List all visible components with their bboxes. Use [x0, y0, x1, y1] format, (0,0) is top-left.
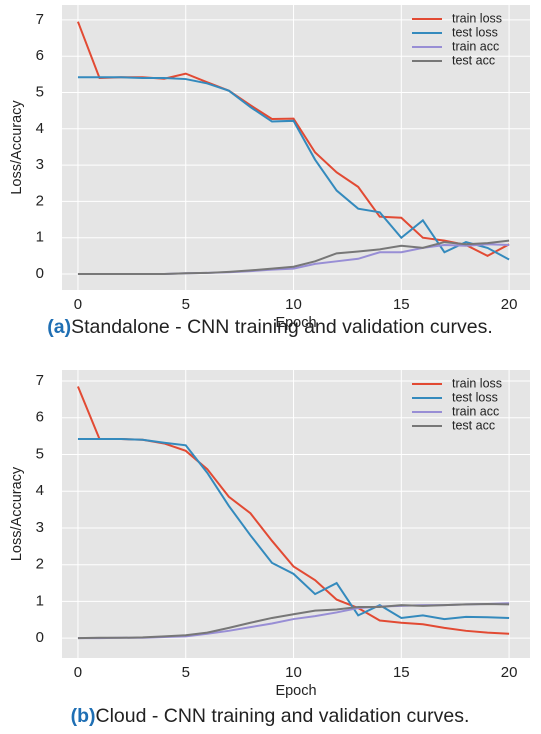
- legend-label: test acc: [452, 53, 495, 67]
- legend-label: test loss: [452, 25, 498, 39]
- y-tick-label: 6: [36, 47, 44, 64]
- x-tick-label: 0: [74, 296, 82, 313]
- y-tick-label: 4: [36, 482, 44, 499]
- y-tick-label: 6: [36, 409, 44, 426]
- legend-label: train loss: [452, 376, 502, 390]
- y-tick-label: 0: [36, 265, 44, 282]
- y-tick-label: 5: [36, 83, 44, 100]
- x-axis-label: Epoch: [275, 683, 316, 699]
- x-tick-label: 5: [182, 296, 190, 313]
- x-tick-label: 15: [393, 296, 410, 313]
- legend-label: test loss: [452, 390, 498, 404]
- y-axis-label: Loss/Accuracy: [9, 100, 25, 195]
- legend-label: train acc: [452, 39, 499, 53]
- x-tick-label: 20: [501, 664, 518, 681]
- x-axis-label: Epoch: [275, 315, 316, 331]
- y-tick-label: 7: [36, 372, 44, 389]
- y-tick-label: 3: [36, 519, 44, 536]
- x-tick-label: 10: [285, 296, 302, 313]
- series-line: [77, 438, 510, 621]
- y-tick-label: 1: [36, 229, 44, 246]
- caption: (b)Cloud - CNN training and validation c…: [71, 705, 470, 727]
- y-tick-label: 4: [36, 120, 44, 137]
- legend-label: test acc: [452, 418, 495, 432]
- legend-label: train acc: [452, 404, 499, 418]
- x-tick-label: 15: [393, 664, 410, 681]
- y-axis-label: Loss/Accuracy: [9, 466, 25, 561]
- y-tick-label: 2: [36, 192, 44, 209]
- y-tick-label: 5: [36, 445, 44, 462]
- caption-text: Cloud - CNN training and validation curv…: [95, 705, 469, 727]
- caption-label: (b): [71, 705, 96, 727]
- y-tick-label: 0: [36, 629, 44, 646]
- y-tick-label: 2: [36, 556, 44, 573]
- y-tick-label: 7: [36, 11, 44, 28]
- x-tick-label: 10: [285, 664, 302, 681]
- caption: (a)Standalone - CNN training and validat…: [47, 316, 493, 338]
- x-tick-label: 5: [182, 664, 190, 681]
- caption-label: (a): [47, 316, 71, 338]
- y-tick-label: 1: [36, 592, 44, 609]
- x-tick-label: 20: [501, 296, 518, 313]
- series-line: [77, 239, 510, 276]
- x-tick-label: 0: [74, 664, 82, 681]
- legend-label: train loss: [452, 11, 502, 25]
- series-line: [77, 76, 510, 261]
- caption-text: Standalone - CNN training and validation…: [71, 316, 493, 338]
- y-tick-label: 3: [36, 156, 44, 173]
- series-line: [77, 602, 510, 640]
